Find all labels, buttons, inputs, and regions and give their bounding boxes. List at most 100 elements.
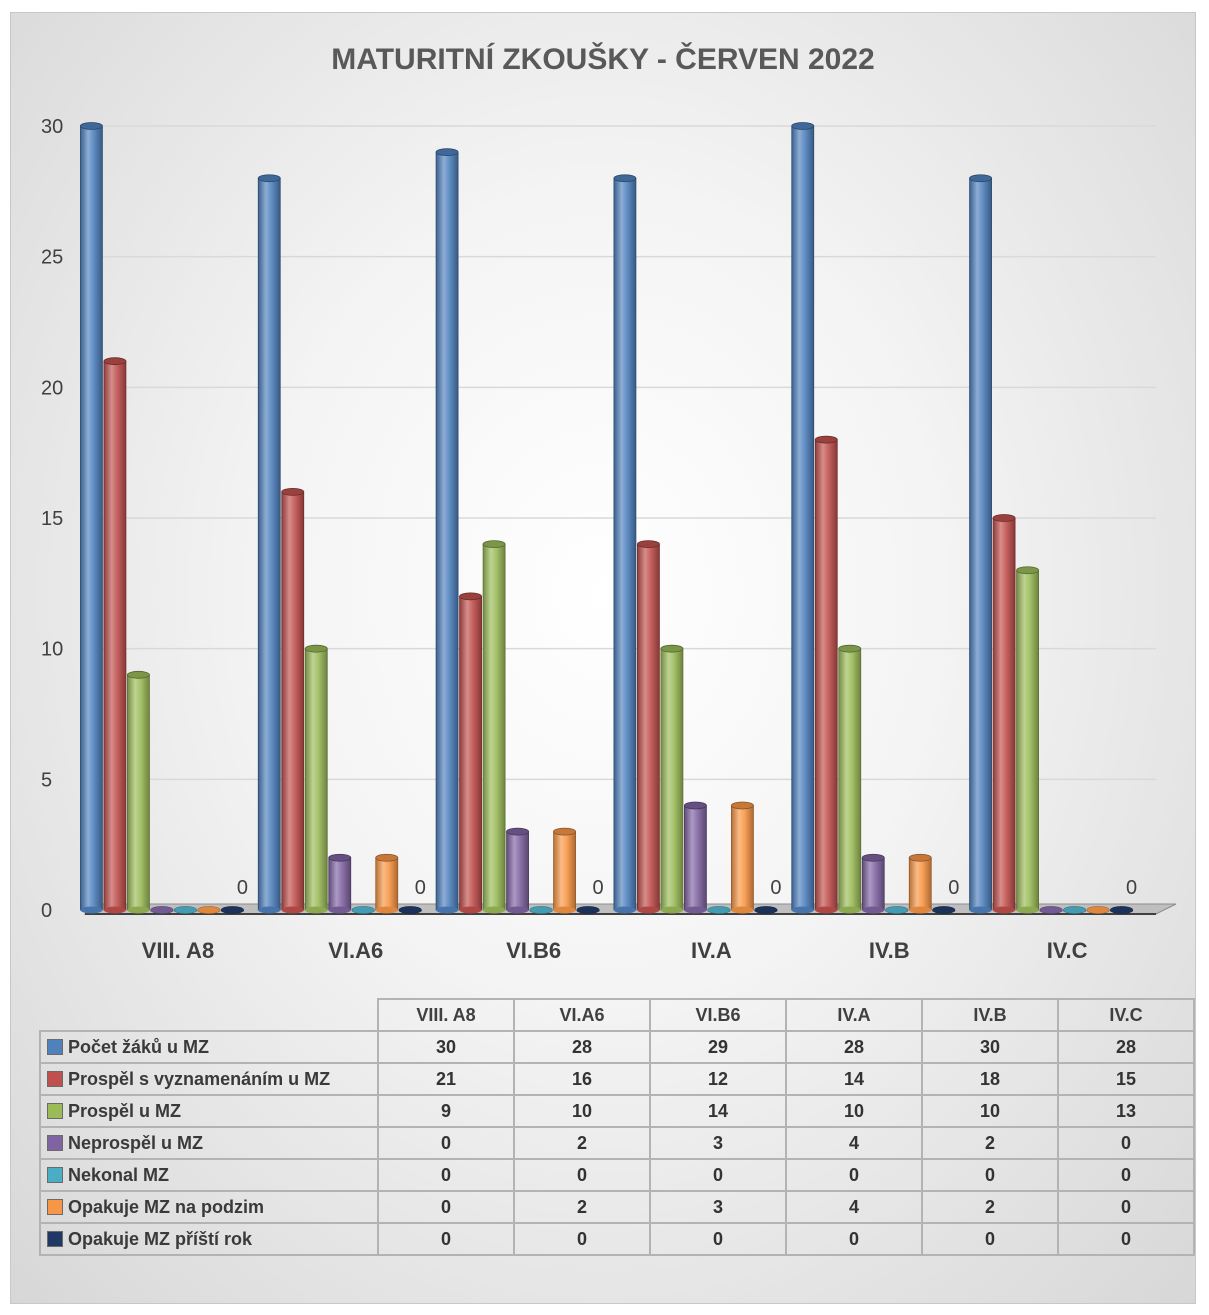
bar-body — [483, 544, 505, 910]
bar-base — [258, 907, 280, 914]
bar — [684, 802, 706, 914]
bar — [282, 488, 304, 913]
table-row: Opakuje MZ na podzim 0 2 3 4 2 0 — [40, 1191, 1194, 1223]
bar-base — [970, 907, 992, 914]
bar — [104, 358, 126, 914]
table-column-header: IV.C — [1058, 999, 1194, 1031]
bar-cap — [792, 123, 814, 130]
y-tick-label: 20 — [41, 377, 63, 399]
bar — [305, 645, 327, 913]
data-label: 0 — [415, 877, 426, 899]
bar — [1064, 907, 1086, 914]
bar-body — [436, 152, 458, 910]
data-table: VIII. A8 VI.A6 VI.B6 IV.A IV.B IV.C Počet žáků… — [39, 998, 1195, 1256]
bar-cap — [661, 645, 683, 652]
bar — [970, 175, 992, 914]
x-category-label: IV.C — [1047, 938, 1088, 963]
bar-cap — [862, 854, 884, 861]
bar-base — [684, 907, 706, 914]
bar-base — [329, 907, 351, 914]
legend-entry: Opakuje MZ na podzim — [40, 1191, 378, 1223]
bar — [127, 671, 149, 913]
table-header-row: VIII. A8 VI.A6 VI.B6 IV.A IV.B IV.C — [40, 999, 1194, 1031]
bar-base — [460, 907, 482, 914]
bar-body — [661, 649, 683, 910]
bar-body — [104, 361, 126, 910]
bar-body — [258, 178, 280, 910]
bar-cap — [731, 802, 753, 809]
bar — [1017, 567, 1039, 914]
bar — [933, 907, 955, 914]
bar-base — [305, 907, 327, 914]
bar — [637, 541, 659, 914]
legend-swatch-icon — [47, 1199, 63, 1215]
table-cell: 0 — [786, 1159, 922, 1191]
table-cell: 0 — [650, 1223, 786, 1255]
bar — [507, 828, 529, 913]
bar-base — [731, 907, 753, 914]
table-cell: 14 — [650, 1095, 786, 1127]
legend-entry: Opakuje MZ příští rok — [40, 1223, 378, 1255]
y-tick-label: 5 — [41, 769, 52, 791]
table-cell: 2 — [922, 1191, 1058, 1223]
bar-body — [839, 649, 861, 910]
data-label: 0 — [593, 877, 604, 899]
data-table-container: VIII. A8 VI.A6 VI.B6 IV.A IV.B IV.C Počet žáků… — [39, 998, 1195, 1256]
y-tick-label: 25 — [41, 247, 63, 269]
legend-swatch-icon — [47, 1167, 63, 1183]
bar-base — [815, 907, 837, 914]
bar — [376, 854, 398, 913]
legend-swatch-icon — [47, 1231, 63, 1247]
table-cell: 2 — [514, 1191, 650, 1223]
bar-body — [792, 126, 814, 910]
bar-base — [1064, 907, 1086, 914]
table-row: Prospěl u MZ 9 10 14 10 10 13 — [40, 1095, 1194, 1127]
table-row: Počet žáků u MZ 30 28 29 28 30 28 — [40, 1031, 1194, 1063]
bar-base — [886, 907, 908, 914]
bar-cap — [305, 645, 327, 652]
legend-label: Prospěl s vyznamenáním u MZ — [68, 1069, 330, 1089]
table-cell: 0 — [378, 1127, 514, 1159]
bar-body — [993, 518, 1015, 910]
table-cell: 10 — [786, 1095, 922, 1127]
data-label: 0 — [237, 877, 248, 899]
table-row: Nekonal MZ 0 0 0 0 0 0 — [40, 1159, 1194, 1191]
legend-entry: Neprospěl u MZ — [40, 1127, 378, 1159]
bar — [530, 907, 552, 914]
legend-entry: Nekonal MZ — [40, 1159, 378, 1191]
legend-swatch-icon — [47, 1135, 63, 1151]
table-cell: 0 — [514, 1223, 650, 1255]
table-row: Neprospěl u MZ 0 2 3 4 2 0 — [40, 1127, 1194, 1159]
bar-cap — [637, 541, 659, 548]
bar-cap — [127, 671, 149, 678]
bar-base — [909, 907, 931, 914]
bar-body — [127, 675, 149, 910]
bar-body — [282, 492, 304, 910]
bar-cap — [554, 828, 576, 835]
table-cell: 0 — [922, 1159, 1058, 1191]
bar-body — [970, 178, 992, 910]
table-cell: 30 — [922, 1031, 1058, 1063]
bar-base — [792, 907, 814, 914]
bar — [80, 123, 102, 914]
legend-label: Počet žáků u MZ — [68, 1037, 209, 1057]
bar-cap — [993, 515, 1015, 522]
bar-base — [198, 907, 220, 914]
table-cell: 14 — [786, 1063, 922, 1095]
table-column-header: IV.B — [922, 999, 1058, 1031]
bar — [862, 854, 884, 913]
bar — [815, 436, 837, 913]
data-label: 0 — [1126, 877, 1137, 899]
bar — [708, 907, 730, 914]
y-tick-label: 30 — [41, 116, 63, 138]
bar-cap — [258, 175, 280, 182]
bar-base — [1017, 907, 1039, 914]
bar-cap — [684, 802, 706, 809]
legend-label: Neprospěl u MZ — [68, 1133, 203, 1153]
table-cell: 2 — [514, 1127, 650, 1159]
bar-cap — [104, 358, 126, 365]
bar-cap — [614, 175, 636, 182]
table-cell: 16 — [514, 1063, 650, 1095]
x-category-label: VI.B6 — [506, 938, 561, 963]
legend-label: Opakuje MZ na podzim — [68, 1197, 264, 1217]
